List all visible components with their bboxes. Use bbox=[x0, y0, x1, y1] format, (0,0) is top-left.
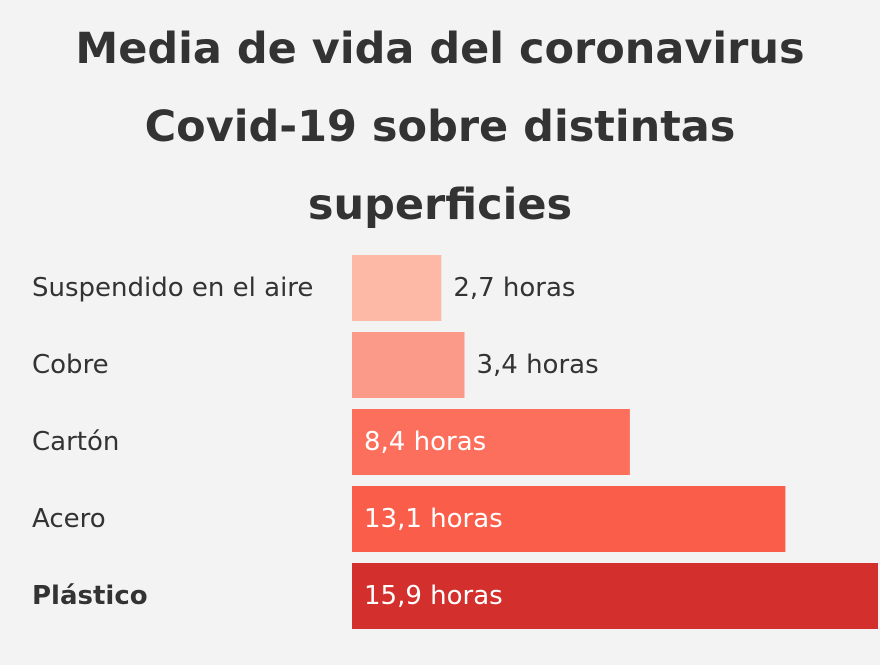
bar bbox=[352, 255, 442, 321]
value-label: 2,7 horas bbox=[453, 273, 575, 303]
bar bbox=[352, 409, 630, 475]
bar bbox=[352, 486, 786, 552]
bar bbox=[352, 563, 878, 629]
value-label: 8,4 horas bbox=[364, 427, 486, 457]
value-label: 3,4 horas bbox=[476, 350, 598, 380]
bar bbox=[352, 332, 465, 398]
chart-title: Media de vida del coronavirus Covid-19 s… bbox=[75, 24, 805, 230]
category-label: Cartón bbox=[32, 427, 119, 457]
category-label: Plástico bbox=[32, 581, 148, 611]
category-label: Acero bbox=[32, 504, 106, 534]
value-label: 15,9 horas bbox=[364, 581, 503, 611]
category-label: Cobre bbox=[32, 350, 109, 380]
value-label: 13,1 horas bbox=[364, 504, 503, 534]
category-label: Suspendido en el aire bbox=[32, 273, 313, 303]
